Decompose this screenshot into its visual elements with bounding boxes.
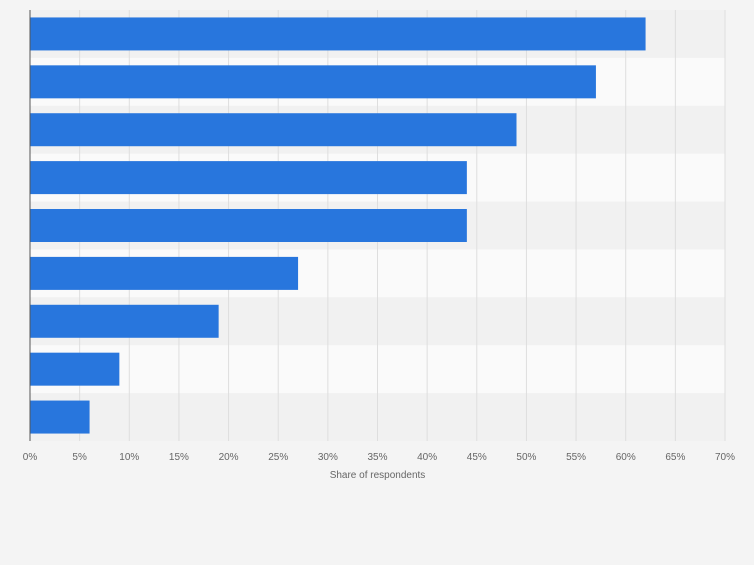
x-tick-label: 60% [616,452,636,463]
bar[interactable] [30,400,90,434]
x-tick-label: 10% [119,452,139,463]
x-tick-label: 15% [169,452,189,463]
bar[interactable] [30,17,646,51]
x-tick-label: 50% [516,452,536,463]
x-tick-label: 40% [417,452,437,463]
bar[interactable] [30,256,299,290]
x-tick-label: 70% [715,452,735,463]
x-tick-label: 5% [72,452,87,463]
bars [30,17,646,434]
x-tick-label: 55% [566,452,586,463]
bar[interactable] [30,65,596,99]
bar[interactable] [30,161,467,195]
x-tick-label: 0% [23,452,38,463]
x-tick-labels: 0% 5% 10% 15% 20% 25% 30% 35% 40% 45% 50% 55% 60% 65%… [23,452,735,463]
x-axis-label: Share of respondents [330,470,426,481]
x-tick-label: 35% [367,452,387,463]
x-tick-label: 30% [318,452,338,463]
bar[interactable] [30,304,219,338]
bar[interactable] [30,352,120,386]
bar[interactable] [30,113,517,147]
x-tick-label: 65% [665,452,685,463]
x-tick-label: 45% [467,452,487,463]
bar[interactable] [30,209,467,242]
x-tick-label: 25% [268,452,288,463]
x-tick-label: 20% [219,452,239,463]
